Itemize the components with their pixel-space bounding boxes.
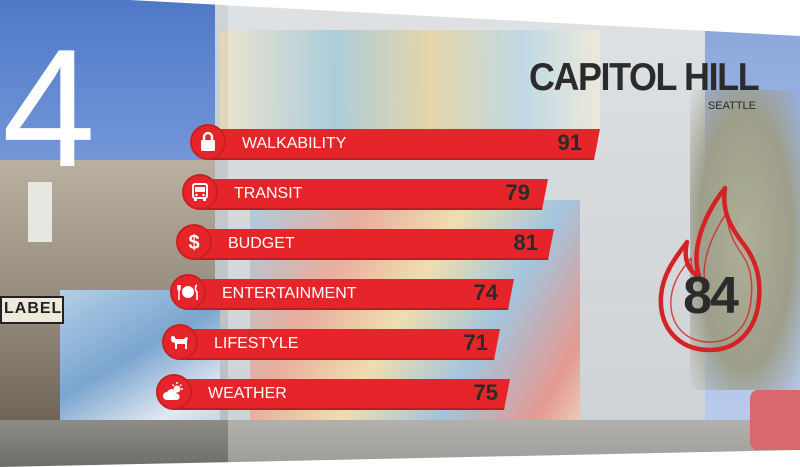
metric-value: 81 [513, 230, 538, 255]
metric-value: 79 [505, 180, 530, 205]
metric-label: TRANSIT [234, 185, 303, 202]
metric-label: BUDGET [228, 235, 295, 252]
lock-icon [190, 124, 226, 160]
weather-icon [156, 374, 192, 410]
metric-row-entertainment: ENTERTAINMENT 74 [170, 274, 520, 310]
neighborhood-name: CAPITOL HILL [528, 56, 760, 99]
dining-icon [170, 274, 206, 310]
metric-value: 91 [557, 130, 582, 155]
metric-bar [188, 279, 514, 310]
metric-bar [194, 229, 554, 260]
metric-value: 71 [463, 330, 488, 355]
metric-label: WALKABILITY [242, 135, 347, 152]
overall-score: 84 [683, 267, 739, 325]
metric-label: LIFESTYLE [214, 335, 299, 352]
dog-icon [162, 324, 198, 360]
flame-icon [658, 185, 762, 353]
metric-row-weather: WEATHER 75 [156, 374, 516, 410]
metric-label: WEATHER [208, 385, 287, 402]
dollar-icon: $ [176, 224, 212, 260]
metric-row-walkability: WALKABILITY 91 [190, 124, 610, 160]
bus-icon [182, 174, 218, 210]
metric-bar [180, 329, 500, 360]
metric-label: ENTERTAINMENT [222, 285, 357, 302]
metric-row-budget: $ BUDGET 81 [176, 224, 566, 260]
storefront-sign: LABEL [0, 296, 64, 324]
neighborhood-title: CAPITOL HILL SEATTLE [509, 56, 760, 112]
metric-value: 75 [473, 380, 498, 405]
metric-value: 74 [473, 280, 498, 305]
metric-row-lifestyle: LIFESTYLE 71 [162, 324, 512, 360]
city-name: SEATTLE [707, 100, 756, 112]
metric-bar [200, 179, 548, 210]
metric-bar [174, 379, 510, 410]
svg-text:$: $ [188, 232, 199, 254]
metric-row-transit: TRANSIT 79 [182, 174, 562, 210]
rank-number: 4 [2, 14, 95, 202]
metric-bar [208, 129, 600, 160]
